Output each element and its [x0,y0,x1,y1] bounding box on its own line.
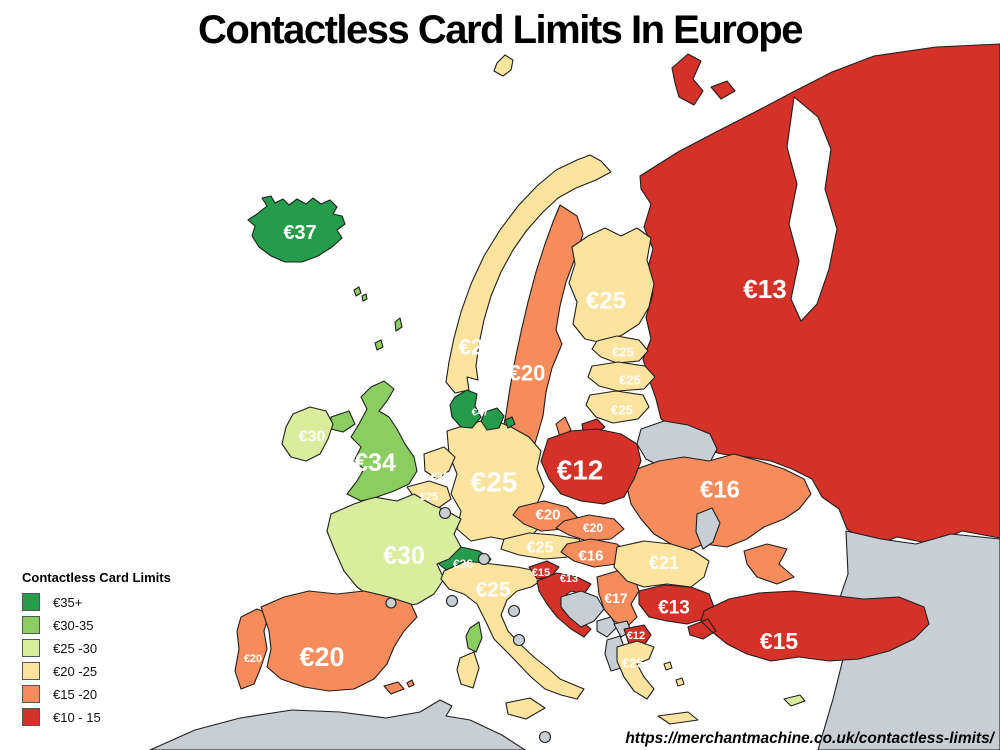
legend-swatch-b20 [22,662,40,680]
legend-label-b30: €30-35 [53,617,94,633]
country-label-denmark: €47 [472,408,489,419]
legend-label-b15: €15 -20 [53,686,98,702]
legend-swatch-b35 [22,593,40,611]
country-label-bulgaria: €13 [658,598,690,619]
source-url: https://merchantmachine.co.uk/contactles… [625,730,994,747]
country-corsica [465,621,483,653]
legend-swatch-b10 [22,708,40,726]
country-label-slovenia: €15 [532,567,550,579]
country-romania [613,540,710,588]
country-andorra [385,597,397,609]
country-lithuania [585,390,650,424]
country-ukraine [626,453,812,585]
country-label-greece: €25 [622,656,644,671]
country-label-ireland: €30 [299,429,326,446]
country-france [326,493,462,608]
legend-label-b20: €20 -25 [53,663,98,679]
legend-label-b35: €35+ [53,594,83,610]
country-label-austria: €25 [527,540,554,557]
country-greece [616,640,699,725]
country-label-portugal: €20 [244,653,262,665]
country-north-africa [149,699,526,750]
country-slovakia [555,514,625,542]
country-label-croatia: €13 [560,573,578,585]
country-label-sweden: €20 [509,361,546,386]
country-label-ukraine: €16 [700,477,740,504]
country-label-spain: €20 [299,642,344,672]
legend-row-b15: €15 -20 [22,685,171,703]
legend-row-b10: €10 - 15 [22,708,171,726]
country-montenegro [596,616,618,638]
country-label-norway: €20 [459,335,496,360]
country-monaco [445,594,459,608]
country-north-macedonia [623,624,652,646]
country-latvia [587,361,656,392]
legend-row-b25: €25 -30 [22,639,171,657]
country-label-latvia: €25 [619,373,641,388]
country-label-finland: €25 [586,288,626,315]
country-label-serbia: €17 [604,590,628,606]
country-portugal [234,608,270,690]
country-label-estonia: €25 [612,345,634,360]
legend-title: Contactless Card Limits [22,570,171,585]
country-label-czechia: €20 [535,507,560,524]
country-denmark [449,389,516,431]
legend: Contactless Card Limits €35+ €30-35 €25 -3… [22,570,171,731]
country-estonia [591,335,649,364]
country-san-marino [507,604,521,618]
country-slovenia [528,560,560,580]
country-label-turkey: €15 [760,628,799,654]
country-iceland [247,195,346,263]
countries-layer [149,43,1000,750]
country-label-romania: €21 [649,553,679,573]
country-bosnia [560,590,605,628]
country-label-belgium: €25 [420,491,438,503]
country-moldova [695,507,721,550]
page-title: Contactless Card Limits In Europe [198,8,803,52]
legend-row-b35: €35+ [22,593,171,611]
legend-swatch-b15 [22,685,40,703]
country-label-germany: €25 [471,467,518,498]
legend-row-b20: €20 -25 [22,662,171,680]
legend-label-b10: €10 - 15 [53,709,101,725]
country-malta [538,730,552,744]
legend-swatch-b25 [22,639,40,657]
country-labels-layer: €13 €20 €20 €25 €25 €25 €25 €16 €12 €25 €25 €25 €20 €… [244,222,799,672]
country-label-france: €30 [383,542,425,570]
country-label-italy: €25 [475,579,510,602]
country-spain [260,590,418,695]
country-uk [330,317,418,502]
country-label-uk: €34 [354,449,396,477]
country-label-russia: €13 [743,274,786,304]
sea-overlays [786,95,838,322]
country-norway [445,54,612,394]
country-label-north-macedonia: €12 [627,630,645,642]
country-label-poland: €12 [557,455,604,486]
country-label-hungary: €16 [578,548,603,565]
country-cyprus [783,694,806,707]
country-label-lithuania: €25 [611,403,633,418]
legend-row-b30: €30-35 [22,616,171,634]
country-netherlands [423,446,456,480]
country-poland [540,428,642,505]
legend-label-b25: €25 -30 [53,640,98,656]
country-faroe-islands [353,286,368,302]
country-finland [568,227,655,344]
country-ireland [281,406,334,462]
white-sea [786,95,838,322]
country-luxembourg [438,506,452,520]
legend-swatch-b30 [22,616,40,634]
country-vatican [512,633,526,647]
country-turkey [687,590,930,662]
country-label-slovakia: €20 [583,521,603,535]
country-liechtenstein [477,552,491,566]
country-label-switzerland: €36 [453,557,473,571]
country-label-netherlands: €25 [431,471,449,483]
country-label-iceland: €37 [283,222,316,244]
